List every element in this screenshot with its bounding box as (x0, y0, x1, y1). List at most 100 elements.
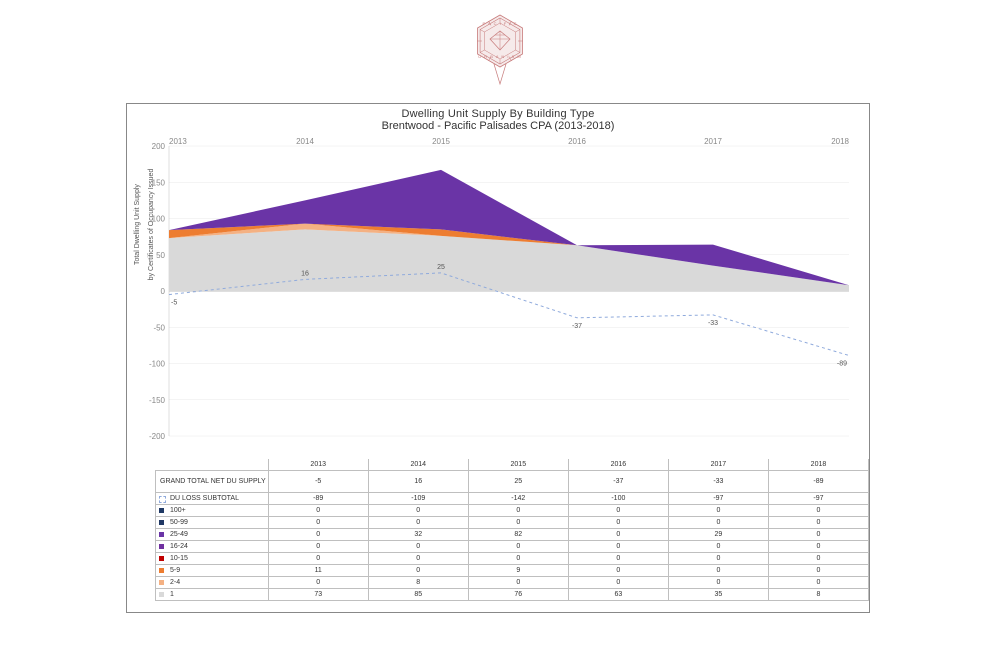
table-cell: -89 (268, 493, 368, 505)
y-tick-label: -50 (153, 323, 165, 332)
svg-text:P A C I F I C: P A C I F I C (483, 21, 518, 26)
table-cell: 8 (768, 589, 868, 601)
table-cell: 0 (568, 505, 668, 517)
x-tick-label: 2018 (831, 137, 849, 146)
table-year-header: 2018 (768, 459, 868, 471)
x-tick-label: 2013 (169, 137, 187, 146)
table-cell: 0 (768, 577, 868, 589)
table-cell: 8 (368, 577, 468, 589)
table-cell: -37 (568, 471, 668, 493)
chart-area: Total Dwelling Unit Supply by Certificat… (127, 132, 869, 457)
x-tick-label: 2016 (568, 137, 586, 146)
table-cell: -97 (768, 493, 868, 505)
net-line-datalabel: -5 (171, 300, 177, 307)
table-cell: 0 (768, 517, 868, 529)
table-cell: 0 (468, 577, 568, 589)
net-line-datalabel: -33 (708, 320, 718, 327)
table-rowhead: 16-24 (156, 541, 269, 553)
table-rowhead: 100+ (156, 505, 269, 517)
y-tick-label: -100 (149, 360, 166, 369)
table-cell: 0 (368, 541, 468, 553)
table-cell: 0 (468, 517, 568, 529)
chart-subtitle: Brentwood - Pacific Palisades CPA (2013-… (127, 120, 869, 132)
y-tick-label: -200 (149, 432, 166, 441)
table-year-header: 2016 (568, 459, 668, 471)
table-cell: 0 (768, 565, 868, 577)
table-cell: 0 (268, 505, 368, 517)
table-rowhead: 2-4 (156, 577, 269, 589)
table-cell: 0 (568, 553, 668, 565)
x-tick-label: 2015 (432, 137, 450, 146)
table-rowhead: 1 (156, 589, 269, 601)
table-cell: 0 (368, 517, 468, 529)
table-cell: 0 (568, 577, 668, 589)
page-frame: Dwelling Unit Supply By Building Type Br… (126, 103, 870, 613)
table-cell: 29 (668, 529, 768, 541)
table-cell: 82 (468, 529, 568, 541)
table-cell: 0 (768, 553, 868, 565)
table-cell: 85 (368, 589, 468, 601)
x-tick-label: 2017 (704, 137, 722, 146)
table-cell: 63 (568, 589, 668, 601)
net-line-datalabel: 25 (437, 264, 445, 271)
table-year-header: 2014 (368, 459, 468, 471)
table-cell: 0 (468, 553, 568, 565)
table-year-header: 2015 (468, 459, 568, 471)
table-cell: 0 (568, 529, 668, 541)
table-rowhead: 10-15 (156, 553, 269, 565)
table-cell: 73 (268, 589, 368, 601)
net-line-datalabel: -37 (572, 323, 582, 330)
table-cell: 0 (568, 517, 668, 529)
table-cell: 25 (468, 471, 568, 493)
y-tick-label: -150 (149, 396, 166, 405)
table-cell: 0 (268, 541, 368, 553)
table-cell: 0 (468, 541, 568, 553)
table-cell: 35 (668, 589, 768, 601)
table-cell: 16 (368, 471, 468, 493)
table-cell: -97 (668, 493, 768, 505)
table-year-header: 2017 (668, 459, 768, 471)
table-cell: 0 (368, 565, 468, 577)
table-cell: 0 (668, 505, 768, 517)
net-line-datalabel: -89 (837, 361, 847, 368)
table-rowhead: 25-49 (156, 529, 269, 541)
table-cell: 0 (668, 517, 768, 529)
table-rowhead: 50-99 (156, 517, 269, 529)
table-cell: 0 (268, 517, 368, 529)
table-rowhead-duloss: DU LOSS SUBTOTAL (156, 493, 269, 505)
table-rowhead-grandtotal: GRAND TOTAL NET DU SUPPLY (156, 471, 269, 493)
brand-logo: P A C I F I C U R B A N I S M (0, 6, 1000, 88)
table-cell: 32 (368, 529, 468, 541)
table-cell: 11 (268, 565, 368, 577)
y-axis-label: Total Dwelling Unit Supply by Certificat… (127, 169, 162, 292)
table-year-header: 2013 (268, 459, 368, 471)
net-line-datalabel: 16 (301, 270, 309, 277)
table-cell: 0 (368, 505, 468, 517)
table-cell: 0 (668, 553, 768, 565)
table-cell: 0 (268, 553, 368, 565)
table-cell: 0 (768, 541, 868, 553)
x-tick-label: 2014 (296, 137, 314, 146)
stacked-area-chart: -200-150-100-500501001502002013201420152… (127, 132, 869, 452)
table-rowhead: 5-9 (156, 565, 269, 577)
table-cell: 0 (568, 565, 668, 577)
data-table: 201320142015201620172018 GRAND TOTAL NET … (155, 459, 869, 601)
table-cell: 0 (668, 577, 768, 589)
table-cell: 0 (668, 565, 768, 577)
table-cell: 0 (268, 577, 368, 589)
table-cell: -100 (568, 493, 668, 505)
table-cell: -5 (268, 471, 368, 493)
table-cell: 9 (468, 565, 568, 577)
table-cell: 0 (768, 529, 868, 541)
table-cell: 76 (468, 589, 568, 601)
table-cell: 0 (768, 505, 868, 517)
y-tick-label: 200 (152, 142, 166, 151)
table-cell: 0 (668, 541, 768, 553)
table-cell: 0 (268, 529, 368, 541)
chart-title: Dwelling Unit Supply By Building Type (127, 108, 869, 120)
table-cell: 0 (368, 553, 468, 565)
table-cell: -33 (668, 471, 768, 493)
table-cell: -109 (368, 493, 468, 505)
svg-text:U R B A N I S M: U R B A N I S M (478, 54, 521, 59)
table-cell: 0 (568, 541, 668, 553)
